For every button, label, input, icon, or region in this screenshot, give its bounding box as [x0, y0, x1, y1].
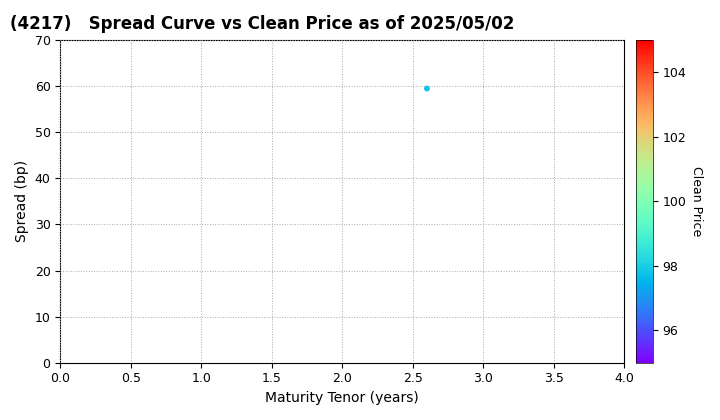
X-axis label: Maturity Tenor (years): Maturity Tenor (years)	[266, 391, 419, 405]
Y-axis label: Clean Price: Clean Price	[690, 166, 703, 236]
Point	[421, 85, 433, 92]
Text: (4217)   Spread Curve vs Clean Price as of 2025/05/02: (4217) Spread Curve vs Clean Price as of…	[9, 15, 514, 33]
Y-axis label: Spread (bp): Spread (bp)	[15, 160, 29, 242]
